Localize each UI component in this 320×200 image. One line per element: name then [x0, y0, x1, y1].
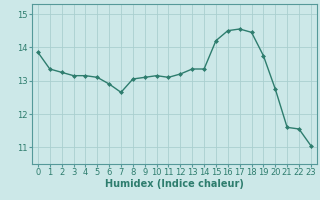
X-axis label: Humidex (Indice chaleur): Humidex (Indice chaleur): [105, 179, 244, 189]
